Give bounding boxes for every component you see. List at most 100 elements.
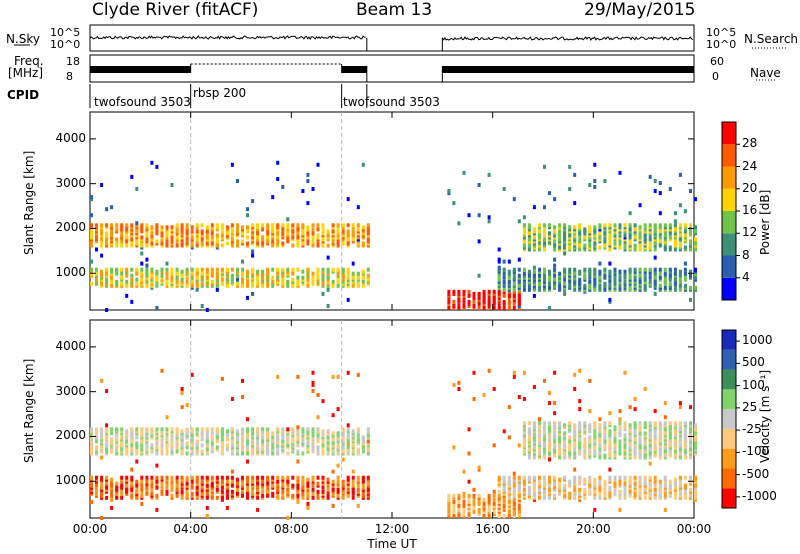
velocity-cell xyxy=(95,449,98,454)
power-cell xyxy=(256,281,260,286)
power-cell xyxy=(517,219,521,224)
velocity-cell xyxy=(105,487,109,492)
velocity-cell xyxy=(321,475,325,480)
velocity-cell xyxy=(311,427,315,432)
power-cell xyxy=(553,225,557,230)
velocity-cell xyxy=(205,483,209,488)
power-cbtick-label-5: 24 xyxy=(742,158,758,173)
power-cell xyxy=(110,241,114,246)
power-cell xyxy=(613,227,617,232)
velocity-cell xyxy=(532,435,536,440)
velocity-cell xyxy=(160,435,164,440)
velocity-cell xyxy=(190,491,194,496)
velocity-cell xyxy=(638,421,642,426)
power-cell xyxy=(301,189,305,193)
velocity-cell xyxy=(673,453,677,458)
power-cell xyxy=(477,306,481,310)
power-cell xyxy=(678,269,682,274)
velocity-cell xyxy=(578,421,582,426)
power-cell xyxy=(241,279,244,284)
velocity-cell xyxy=(110,431,114,436)
power-colorbar-seg-5 xyxy=(722,166,736,189)
velocity-cell xyxy=(236,477,239,482)
velocity-cell xyxy=(366,427,370,432)
velocity-cell xyxy=(583,495,587,500)
power-cell xyxy=(145,263,149,268)
power-cell xyxy=(90,281,93,286)
power-cell xyxy=(95,267,98,272)
velocity-cell xyxy=(578,368,582,373)
power-cell xyxy=(538,227,541,232)
power-cell xyxy=(110,205,114,210)
power-cell xyxy=(543,237,546,242)
power-cell xyxy=(155,279,159,284)
velocity-cell xyxy=(130,447,134,452)
power-cell xyxy=(346,279,350,284)
nsky-tick-top: 10^5 xyxy=(50,26,81,39)
power-cell xyxy=(548,191,551,196)
velocity-cell xyxy=(553,485,557,490)
power-cbtick-label-3: 16 xyxy=(742,203,758,217)
velocity-cell xyxy=(336,449,340,454)
velocity-cell xyxy=(190,483,194,488)
velocity-cell xyxy=(558,421,562,426)
velocity-cell xyxy=(578,487,582,492)
power-cell xyxy=(532,269,536,274)
velocity-cell xyxy=(492,443,496,448)
velocity-cell xyxy=(256,427,260,432)
power-cell xyxy=(482,304,486,308)
power-cell xyxy=(346,275,350,280)
power-cell xyxy=(160,225,164,230)
velocity-cell xyxy=(130,481,134,486)
velocity-cell xyxy=(512,512,516,516)
power-cell xyxy=(230,273,234,278)
velocity-cell xyxy=(512,499,516,504)
velocity-cell xyxy=(266,435,270,440)
velocity-cell xyxy=(351,479,355,484)
power-cell xyxy=(643,227,647,232)
velocity-cell xyxy=(553,433,557,438)
velocity-cell xyxy=(205,449,209,454)
power-cell xyxy=(120,223,124,228)
power-cell xyxy=(694,285,697,290)
velocity-cell xyxy=(316,475,320,480)
velocity-cell xyxy=(467,479,471,484)
velocity-cell xyxy=(311,431,315,436)
power-cell xyxy=(678,172,682,177)
velocity-cell xyxy=(95,475,98,480)
velocity-cell xyxy=(527,447,531,452)
velocity-cell xyxy=(185,445,189,450)
power-cell xyxy=(658,275,662,280)
power-cell xyxy=(548,269,551,274)
velocity-cell xyxy=(331,431,335,436)
velocity-cell xyxy=(507,514,511,518)
power-cell xyxy=(190,267,194,272)
velocity-cell xyxy=(532,491,536,496)
power-cell xyxy=(251,249,255,254)
velocity-cell xyxy=(477,507,481,512)
velocity-cell xyxy=(678,487,682,492)
power-cell xyxy=(598,261,602,266)
velocity-cell xyxy=(543,483,546,488)
velocity-cell xyxy=(538,421,541,426)
nsearch-label: N.Search xyxy=(744,32,799,46)
power-cell xyxy=(316,233,320,238)
power-cell xyxy=(346,229,350,234)
power-cell xyxy=(276,223,280,228)
velocity-cell xyxy=(538,441,541,446)
nsky-tick-bottom: 10^0 xyxy=(50,38,81,51)
velocity-cell xyxy=(276,479,280,484)
velocity-cell xyxy=(563,487,567,492)
velocity-cell xyxy=(145,487,149,492)
power-cell xyxy=(623,223,627,228)
power-cell xyxy=(236,227,239,232)
power-cell xyxy=(522,215,526,220)
velocity-cell xyxy=(658,449,662,454)
power-cell xyxy=(286,279,290,284)
power-cell xyxy=(180,227,184,232)
velocity-cell xyxy=(678,405,682,410)
velocity-cell xyxy=(210,441,214,446)
velocity-cell xyxy=(361,487,365,492)
power-cell xyxy=(608,233,612,238)
power-cell xyxy=(593,279,597,284)
